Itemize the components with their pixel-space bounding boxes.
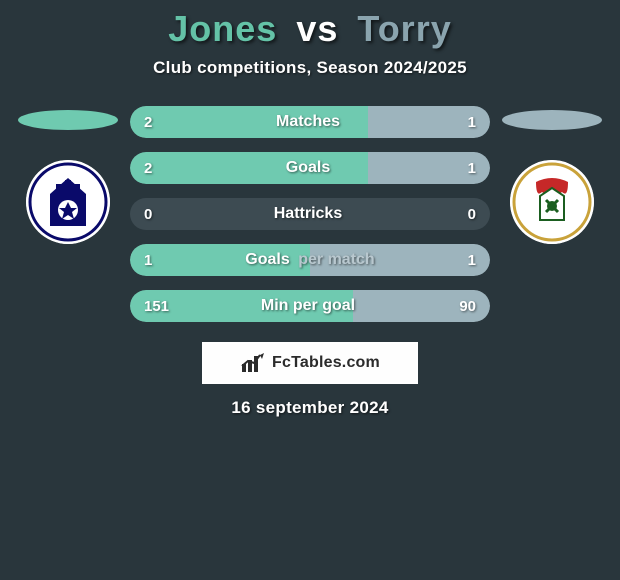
- title-vs: vs: [296, 8, 338, 49]
- stat-value-right: 90: [459, 290, 476, 322]
- crest-right-icon: [510, 160, 594, 244]
- stat-value-right: 1: [468, 244, 476, 276]
- stat-bar-matches: 2 1 Matches: [130, 106, 490, 138]
- stat-value-right: 1: [468, 106, 476, 138]
- stat-value-right: 0: [468, 198, 476, 230]
- player1-marker-ellipse: [18, 110, 118, 130]
- main-row: 2 1 Matches 2 1 Goals 0: [0, 106, 620, 322]
- infographic-container: Jones vs Torry Club competitions, Season…: [0, 0, 620, 418]
- brand-text: FcTables.com: [272, 354, 380, 372]
- stat-fill-left: [130, 244, 310, 276]
- stat-label: Hattricks: [130, 205, 490, 223]
- right-side-column: [502, 106, 602, 244]
- title-player1: Jones: [168, 8, 277, 49]
- left-side-column: [18, 106, 118, 244]
- stat-value-right: 1: [468, 152, 476, 184]
- stat-fill-right: [310, 244, 490, 276]
- stat-value-left: 2: [144, 106, 152, 138]
- date: 16 september 2024: [0, 398, 620, 418]
- crest-left-icon: [26, 160, 110, 244]
- player2-club-crest: [510, 160, 594, 244]
- title: Jones vs Torry: [0, 8, 620, 50]
- title-player2: Torry: [357, 8, 451, 49]
- brand-box: FcTables.com: [202, 342, 418, 384]
- stats-column: 2 1 Matches 2 1 Goals 0: [130, 106, 490, 322]
- stat-value-left: 151: [144, 290, 169, 322]
- stat-value-left: 1: [144, 244, 152, 276]
- player2-marker-ellipse: [502, 110, 602, 130]
- subtitle: Club competitions, Season 2024/2025: [0, 58, 620, 78]
- brand-chart-icon: [240, 352, 266, 374]
- stat-fill-left: [130, 106, 368, 138]
- stat-fill-left: [130, 152, 368, 184]
- stat-value-left: 2: [144, 152, 152, 184]
- player1-club-crest: [26, 160, 110, 244]
- stat-bar-hattricks: 0 0 Hattricks: [130, 198, 490, 230]
- stat-bar-goals-per-match: 1 1 Goals per match: [130, 244, 490, 276]
- stat-bar-goals: 2 1 Goals: [130, 152, 490, 184]
- stat-label-main: Hattricks: [274, 205, 342, 222]
- stat-bar-min-per-goal: 151 90 Min per goal: [130, 290, 490, 322]
- stat-value-left: 0: [144, 198, 152, 230]
